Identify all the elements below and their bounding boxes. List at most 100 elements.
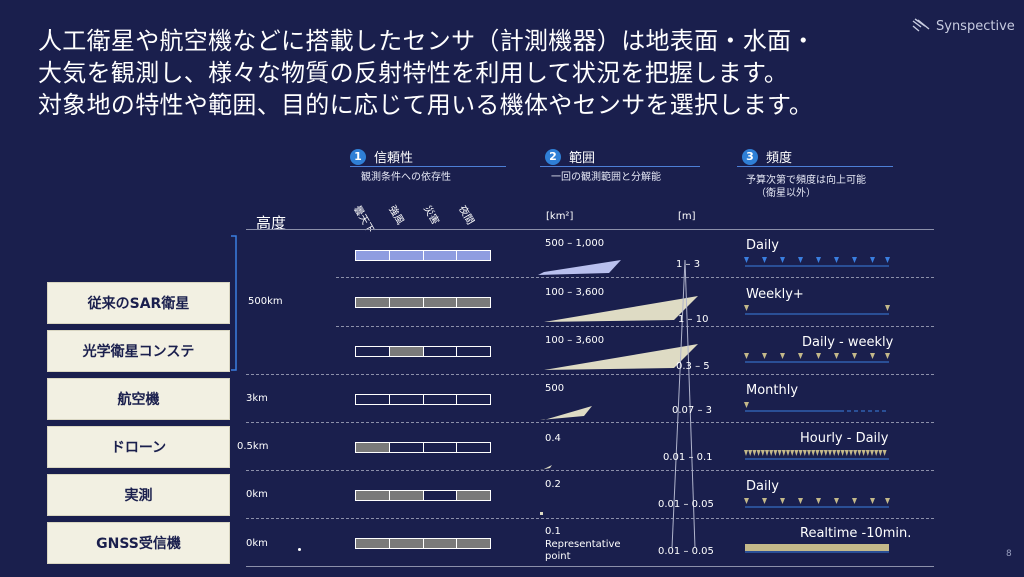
resolution-line-left [671, 259, 686, 549]
reliability-bar-row-6 [355, 490, 491, 501]
reliability-cell [356, 539, 390, 548]
area-shape-row-6 [540, 512, 543, 515]
range-title: 範囲 [569, 151, 596, 166]
area-row-4: 500 [545, 383, 565, 394]
satellite-bracket [231, 235, 237, 371]
resolution-unit: [m] [678, 211, 696, 222]
page-number: 8 [1006, 549, 1012, 559]
frequency-title: 頻度 [766, 151, 793, 166]
dot-marker [298, 548, 301, 551]
res-row-7: 0.01 – 0.05 [658, 546, 714, 557]
frequency-number-badge: 3 [742, 148, 758, 165]
res-row-1: 1 – 3 [676, 259, 701, 270]
reliability-cell [356, 491, 390, 500]
reliability-header-line [350, 166, 506, 167]
area-row-6: 0.2 [545, 479, 561, 490]
intro-line-1: 人工衛星や航空機などに搭載したセンサ（計測機器）は地表面・水面・ [38, 27, 816, 55]
reliability-cell [423, 395, 458, 404]
reliability-bar-row-1 [355, 250, 491, 261]
reliability-cell [356, 347, 390, 356]
area-row-2: 100 – 3,600 [545, 287, 605, 298]
altitude-aircraft: 3km [246, 393, 268, 404]
platform-aircraft: 航空機 [47, 378, 230, 420]
reliability-cell [389, 347, 424, 356]
reliability-bar-row-7 [355, 538, 491, 549]
platform-field-survey: 実測 [47, 474, 230, 516]
frequency-subtitle-2: （衛星以外） [756, 188, 816, 199]
area-row-7-note-1: Representative [545, 539, 621, 550]
area-row-3: 100 – 3,600 [545, 335, 605, 346]
row-separator-5 [246, 470, 934, 471]
area-shape-row-3 [540, 344, 698, 370]
area-unit: [km²] [546, 211, 574, 222]
table-bottom-line [246, 566, 934, 567]
reliability-cell [457, 539, 490, 548]
platform-optical-constellation: 光学衛星コンステ [47, 330, 230, 372]
reliability-title: 信頼性 [374, 151, 414, 166]
intro-line-3: 対象地の特性や範囲、目的に応じて用いる機体やセンサを選択します。 [38, 91, 814, 119]
reliability-cell [389, 443, 424, 452]
reliability-subtitle: 観測条件への依存性 [361, 172, 451, 183]
logo-text: Synspective [936, 18, 1015, 34]
table-top-line [246, 229, 934, 230]
reliability-cell [356, 395, 390, 404]
reliability-cell [423, 251, 458, 260]
timeline-daily-survey [744, 498, 890, 508]
res-row-4: 0.07 – 3 [672, 405, 712, 416]
frequency-subtitle-1: 予算次第で頻度は向上可能 [746, 175, 866, 186]
condition-wind: 強風 [386, 204, 406, 227]
area-shape-row-5 [540, 465, 552, 470]
reliability-cell [423, 298, 458, 307]
altitude-gnss: 0km [246, 538, 268, 549]
timeline-monthly [744, 402, 889, 412]
altitude-survey: 0km [246, 489, 268, 500]
reliability-cell [389, 298, 424, 307]
freq-row-1: Daily [746, 238, 779, 253]
timeline-weekly [744, 305, 890, 315]
reliability-cell [389, 251, 424, 260]
synspective-logo: Synspective [912, 18, 1015, 34]
condition-disaster: 災害 [421, 204, 441, 227]
reliability-cell [356, 298, 390, 307]
range-number-badge: 2 [545, 148, 561, 165]
row-separator-1 [336, 277, 934, 278]
platform-gnss: GNSS受信機 [47, 522, 230, 564]
reliability-cell [423, 539, 458, 548]
altitude-satellite: 500km [248, 296, 283, 307]
row-separator-4 [246, 422, 934, 423]
column-frequency-header: 3 頻度 [742, 147, 792, 166]
row-separator-3 [246, 374, 934, 375]
reliability-cell [389, 395, 424, 404]
res-row-3: 0.3 – 5 [676, 361, 710, 372]
area-row-1: 500 – 1,000 [545, 238, 605, 249]
reliability-bar-row-2 [355, 297, 491, 308]
range-header-line [540, 166, 700, 167]
timeline-hourly-daily [744, 450, 889, 460]
timeline-daily-sat [744, 257, 890, 267]
column-reliability-header: 1 信頼性 [350, 147, 413, 166]
reliability-cell [389, 491, 424, 500]
resolution-line-right [684, 259, 696, 549]
freq-row-5: Hourly - Daily [800, 431, 889, 446]
synspective-logo-icon [912, 18, 930, 32]
row-separator-6 [246, 518, 934, 519]
reliability-bar-row-4 [355, 394, 491, 405]
range-diagram [538, 259, 698, 549]
res-row-5: 0.01 – 0.1 [663, 452, 713, 463]
freq-row-3: Daily - weekly [802, 335, 894, 350]
res-row-6: 0.01 – 0.05 [658, 499, 714, 510]
frequency-timelines [744, 257, 890, 553]
freq-row-4: Monthly [746, 383, 799, 398]
res-row-2: 1 – 10 [678, 314, 709, 325]
platform-drone: ドローン [47, 426, 230, 468]
reliability-cell [423, 347, 458, 356]
timeline-realtime [745, 544, 889, 553]
row-separator-2 [336, 326, 934, 327]
reliability-cell [457, 395, 490, 404]
condition-night: 夜間 [456, 204, 476, 227]
altitude-title: 高度 [256, 214, 287, 232]
area-shape-row-2 [540, 296, 698, 322]
condition-cloudy: 曇天下 [351, 204, 376, 236]
area-row-7: 0.1 [545, 526, 561, 537]
reliability-cell [389, 539, 424, 548]
